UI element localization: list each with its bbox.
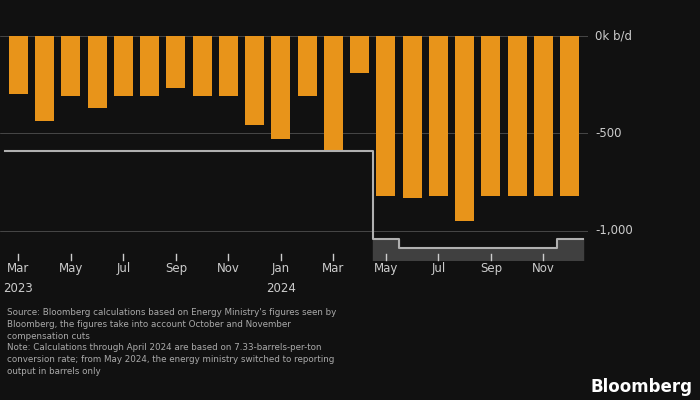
Bar [245, 36, 264, 125]
Text: Nov: Nov [217, 262, 240, 275]
Bar [429, 36, 448, 196]
Bar [62, 36, 80, 96]
Bar [140, 36, 159, 96]
Text: Jul: Jul [431, 262, 445, 275]
Text: -500: -500 [595, 127, 622, 140]
Bar [324, 36, 343, 151]
Bar [298, 36, 316, 96]
Text: 0k b/d: 0k b/d [595, 29, 632, 42]
Text: Mar: Mar [7, 262, 29, 275]
Text: Jul: Jul [116, 262, 130, 275]
Bar [9, 36, 28, 94]
Bar [219, 36, 238, 96]
Text: Sep: Sep [480, 262, 502, 275]
Text: Source: Bloomberg calculations based on Energy Ministry's figures seen by
Bloomb: Source: Bloomberg calculations based on … [7, 308, 336, 376]
Text: Bloomberg: Bloomberg [591, 378, 693, 396]
Text: Nov: Nov [532, 262, 555, 275]
Text: 2023: 2023 [4, 282, 34, 295]
Bar [272, 36, 290, 139]
Bar [167, 36, 186, 88]
Text: Sep: Sep [164, 262, 187, 275]
Bar [455, 36, 474, 221]
Bar [88, 36, 106, 108]
Text: May: May [374, 262, 398, 275]
Text: -1,000: -1,000 [595, 224, 633, 237]
Bar [482, 36, 500, 196]
Bar [377, 36, 395, 196]
Bar [402, 36, 421, 198]
Bar [534, 36, 553, 196]
Bar [114, 36, 133, 96]
Text: Mar: Mar [322, 262, 344, 275]
Bar [560, 36, 579, 196]
Text: 2024: 2024 [266, 282, 296, 295]
Bar [508, 36, 526, 196]
Text: May: May [59, 262, 83, 275]
Bar [35, 36, 54, 122]
Bar [350, 36, 369, 73]
Text: Jan: Jan [272, 262, 290, 275]
Bar [193, 36, 211, 96]
